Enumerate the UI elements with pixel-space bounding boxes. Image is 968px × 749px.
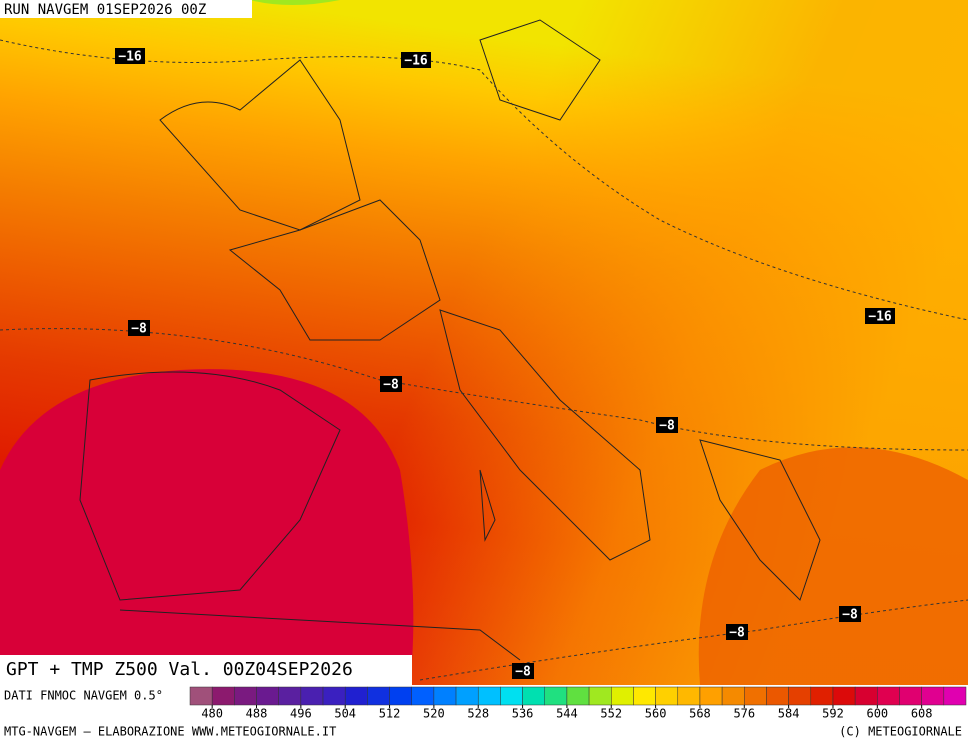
colorbar-box <box>677 686 701 706</box>
colorbar-box <box>300 686 324 706</box>
colorbar-box <box>522 686 545 706</box>
colorbar-tick-label: 544 <box>556 707 578 721</box>
contour-label: −8 <box>383 378 399 393</box>
colorbar-tick-label: 496 <box>290 707 312 721</box>
colorbar-box <box>633 686 656 706</box>
colorbar-tick-label: 536 <box>512 707 534 721</box>
colorbar-tick-label: 528 <box>467 707 489 721</box>
contour-label: −8 <box>842 608 858 623</box>
colorbar-box <box>256 686 279 706</box>
header-title: RUN NAVGEM 01SEP2026 00Z <box>4 2 206 18</box>
colorbar-box <box>899 686 922 706</box>
map: −16 −16 −16 −8 −8 −8 −8 −8 −8 RUN NAVGEM… <box>0 0 968 685</box>
colorbar-tick-label: 576 <box>733 707 755 721</box>
colorbar-box <box>566 686 590 706</box>
colorbar-box <box>921 686 945 706</box>
colorbar-box <box>699 686 723 706</box>
contour-label: −8 <box>729 626 745 641</box>
colorbar-box <box>389 686 412 706</box>
colorbar-tick-label: 512 <box>379 707 401 721</box>
colorbar-box <box>234 686 257 706</box>
colorbar-box <box>588 686 612 706</box>
footer-right: (C) METEOGIORNALE <box>839 725 962 739</box>
colorbar-box <box>344 686 368 706</box>
colorbar-box <box>411 686 435 706</box>
colorbar-box <box>278 686 302 706</box>
colorbar-tick-label: 568 <box>689 707 711 721</box>
colorbar-tick-label: 560 <box>645 707 667 721</box>
colorbar-box <box>744 686 767 706</box>
colorbar-tick-label: 480 <box>201 707 223 721</box>
colorbar-box <box>500 686 523 706</box>
colorbar-box <box>832 686 856 706</box>
map-caption: GPT + TMP Z500 Val. 00Z04SEP2026 <box>6 659 353 680</box>
contour-label: −8 <box>659 419 675 434</box>
colorbar-tick-label: 504 <box>334 707 356 721</box>
legend-source: DATI FNMOC NAVGEM 0.5° <box>4 689 163 703</box>
colorbar-box <box>655 686 679 706</box>
colorbar-box <box>943 686 967 706</box>
colorbar-box <box>322 686 346 706</box>
colorbar-tick-label: 592 <box>822 707 844 721</box>
colorbar-box <box>477 686 501 706</box>
colorbar-box <box>611 686 634 706</box>
colorbar: 480 488 496 504 512 520 528 536 544 552 560 568 576 5… <box>189 686 967 721</box>
contour-label: −8 <box>131 322 147 337</box>
coastlines <box>79 19 821 661</box>
colorbar-box <box>877 686 900 706</box>
colorbar-box <box>455 686 479 706</box>
contour-label: −16 <box>404 54 428 69</box>
colorbar-box <box>433 686 457 706</box>
colorbar-box <box>854 686 878 706</box>
contour-label: −16 <box>868 310 892 325</box>
caption-box <box>0 655 412 685</box>
colorbar-tick-label: 584 <box>778 707 800 721</box>
colorbar-tick-label: 488 <box>246 707 268 721</box>
contour-labels: −16 −16 −16 −8 −8 −8 −8 −8 −8 <box>115 48 895 680</box>
colorbar-box <box>367 686 390 706</box>
contour-label: −8 <box>515 665 531 680</box>
colorbar-tick-label: 600 <box>866 707 888 721</box>
warm-core <box>0 369 414 685</box>
colorbar-tick-label: 520 <box>423 707 445 721</box>
footer-left: MTG-NAVGEM – ELABORAZIONE WWW.METEOGIORN… <box>4 725 336 739</box>
header-box <box>0 0 252 18</box>
colorbar-box <box>721 686 745 706</box>
colorbar-box <box>189 686 213 706</box>
colorbar-box <box>810 686 834 706</box>
contour-label: −16 <box>118 50 142 65</box>
colorbar-box <box>544 686 568 706</box>
colorbar-box <box>766 686 789 706</box>
colorbar-tick-label: 552 <box>600 707 622 721</box>
cold-core <box>250 0 340 5</box>
colorbar-tick-label: 608 <box>911 707 933 721</box>
temperature-field-southeast <box>698 447 968 685</box>
colorbar-box <box>788 686 812 706</box>
colorbar-box <box>211 686 235 706</box>
